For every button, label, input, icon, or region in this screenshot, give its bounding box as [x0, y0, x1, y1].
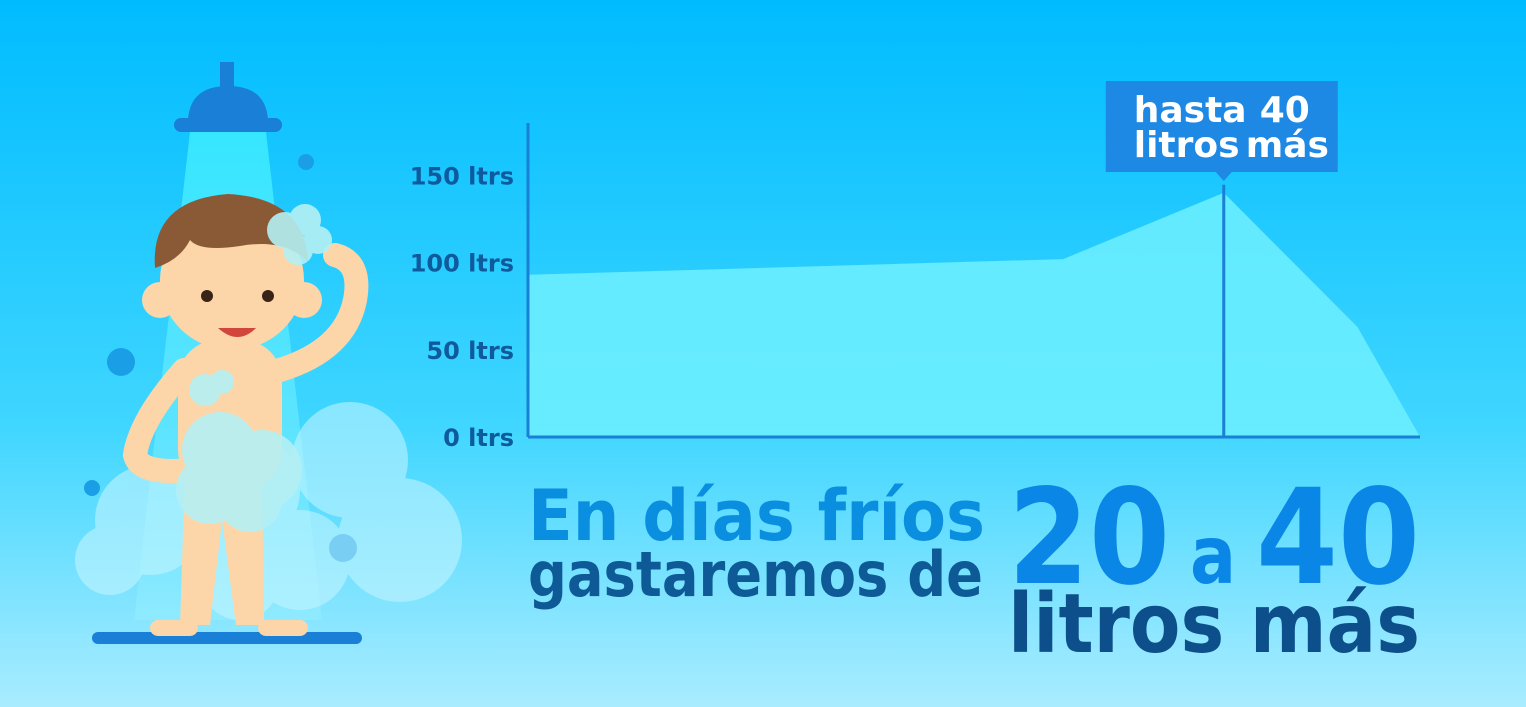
- headline-number: 40: [1256, 461, 1420, 615]
- annotation-box: [1105, 81, 1338, 172]
- headline-joiner: a: [1190, 509, 1236, 602]
- annotation-pointer: [1215, 172, 1232, 181]
- y-tick-label: 0 ltrs: [443, 424, 514, 452]
- area: [528, 192, 1420, 437]
- headline-number: 20: [1008, 461, 1170, 615]
- headline: En días fríos gastaremos de 20 a 40 litr…: [528, 461, 1420, 672]
- y-tick-label: 50 ltrs: [426, 337, 514, 365]
- annotation-text: litros: [1134, 125, 1240, 166]
- annotation-text: hasta: [1134, 90, 1247, 131]
- y-tick-label: 150 ltrs: [410, 162, 514, 190]
- headline-line: En días fríos: [528, 475, 985, 557]
- annotation-text: 40: [1260, 90, 1310, 131]
- annotation-text: más: [1246, 125, 1329, 166]
- headline-unit: litros más: [1008, 577, 1420, 672]
- y-tick-label: 100 ltrs: [410, 250, 514, 278]
- illustration: [75, 62, 462, 644]
- headline-line: gastaremos de: [528, 538, 983, 611]
- chart: 0 ltrs 50 ltrs 100 ltrs 150 ltrs hasta 40 litr…: [410, 81, 1420, 452]
